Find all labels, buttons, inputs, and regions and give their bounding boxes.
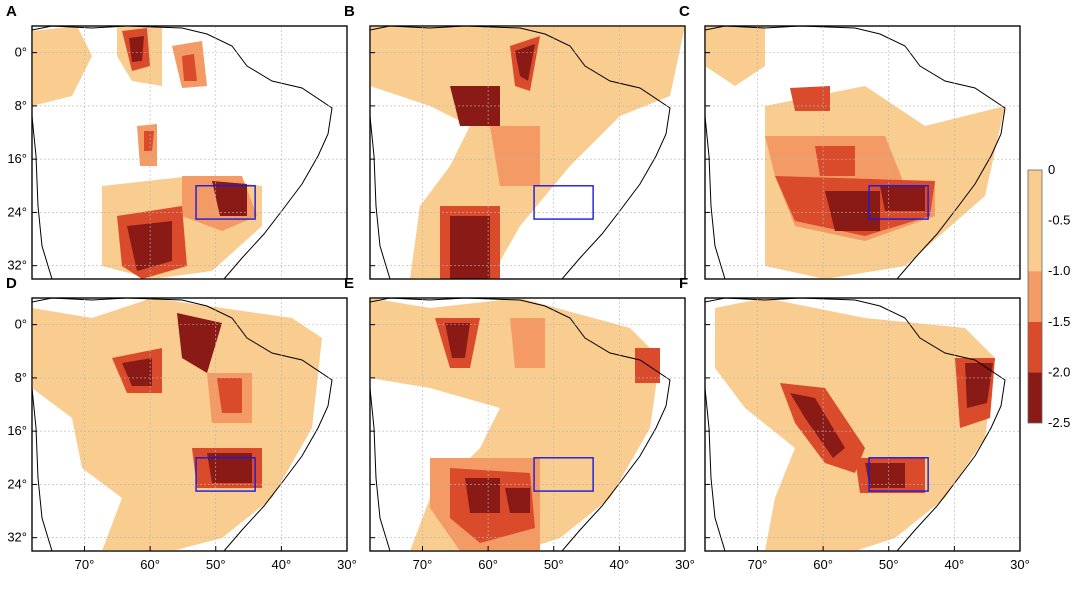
drought-area <box>445 323 470 358</box>
x-tick-label: 50° <box>544 557 564 572</box>
colorbar-label: -2.0 <box>1048 364 1070 379</box>
panel-label: F <box>679 275 688 292</box>
colorbar-bin <box>1028 372 1042 423</box>
colorbar-label: 0 <box>1048 162 1055 177</box>
y-tick-label: 24° <box>7 204 27 219</box>
panel-e <box>369 297 686 552</box>
y-tick-label: 0° <box>15 45 27 60</box>
drought-area <box>490 126 540 186</box>
drought-area <box>825 191 880 231</box>
panel-c <box>704 25 1021 280</box>
panel-label: D <box>6 275 17 292</box>
drought-area <box>965 363 993 408</box>
panel-label: E <box>344 275 354 292</box>
drought-area <box>450 216 490 279</box>
panel-f <box>704 297 1021 552</box>
drought-area <box>122 358 152 386</box>
x-tick-label: 70° <box>748 557 768 572</box>
study-region-box <box>868 457 929 492</box>
drought-area <box>182 54 197 81</box>
drought-area <box>32 26 92 106</box>
drought-area <box>880 186 925 211</box>
colorbar-label: -1.5 <box>1048 314 1070 329</box>
panel-frame <box>369 297 686 552</box>
drought-area <box>815 146 855 176</box>
x-tick-label: 40° <box>610 557 630 572</box>
drought-area <box>510 318 545 368</box>
colorbar-bin <box>1028 170 1042 272</box>
x-tick-label: 70° <box>413 557 433 572</box>
study-region-box <box>533 457 594 492</box>
drought-area <box>177 313 222 373</box>
panel-overlay: F 70° 60° 50° 40° 30° <box>679 275 1030 572</box>
panel-label: C <box>679 3 690 20</box>
x-tick-label: 60° <box>140 557 160 572</box>
study-region-box <box>533 185 594 220</box>
y-tick-label: 8° <box>15 98 27 113</box>
x-tick-label: 30° <box>675 557 695 572</box>
panel-frame <box>31 25 348 280</box>
x-tick-label: 60° <box>813 557 833 572</box>
x-tick-label: 60° <box>478 557 498 572</box>
panel-frame <box>704 25 1021 280</box>
panel-label: B <box>344 3 355 20</box>
y-tick-label: 24° <box>7 476 27 491</box>
colorbar-frame <box>1027 169 1043 424</box>
y-tick-label: 32° <box>7 530 27 545</box>
drought-area <box>790 86 830 111</box>
drought-area <box>207 453 252 483</box>
panel-overlay: A 0° 8° 16° 24° 32° <box>6 3 348 280</box>
drought-area <box>865 463 905 488</box>
drought-area <box>212 181 247 216</box>
panel-overlay: B <box>344 3 686 280</box>
drought-area <box>129 36 144 62</box>
colorbar-label: -2.5 <box>1048 415 1070 430</box>
colorbar-bin <box>1028 321 1042 373</box>
study-region-box <box>868 185 929 220</box>
study-region-box <box>195 457 256 492</box>
y-tick-label: 8° <box>15 370 27 385</box>
panel-overlay: D 0° 8° 16° 24° 32° 70° 60° 50° 40° 30° <box>6 275 357 572</box>
drought-area <box>790 393 845 458</box>
x-tick-label: 30° <box>1010 557 1030 572</box>
drought-area <box>515 44 535 81</box>
drought-area <box>465 478 500 513</box>
x-tick-label: 30° <box>337 557 357 572</box>
colorbar-label: -1.0 <box>1048 263 1070 278</box>
panel-overlay: C <box>679 3 1021 280</box>
drought-area <box>144 131 154 151</box>
y-tick-label: 32° <box>7 258 27 273</box>
y-tick-label: 16° <box>7 423 27 438</box>
y-tick-label: 0° <box>15 317 27 332</box>
colorbar-legend: 0 -0.5 -1.0 -1.5 -2.0 -2.5 <box>1027 162 1070 430</box>
colorbar-label: -0.5 <box>1048 213 1070 228</box>
drought-area <box>705 26 765 86</box>
panel-frame <box>369 25 686 280</box>
panel-b <box>369 25 686 280</box>
y-tick-label: 16° <box>7 151 27 166</box>
x-tick-label: 40° <box>945 557 965 572</box>
drought-area <box>127 221 172 271</box>
drought-area <box>217 378 242 413</box>
panel-frame <box>31 297 348 552</box>
panel-overlay: E 70° 60° 50° 40° 30° <box>344 275 695 572</box>
panel-a <box>31 25 348 280</box>
panel-d <box>31 297 348 552</box>
colorbar-bin <box>1028 271 1042 322</box>
x-tick-label: 70° <box>75 557 95 572</box>
x-tick-label: 50° <box>206 557 226 572</box>
panel-label: A <box>6 3 17 20</box>
x-tick-label: 50° <box>879 557 899 572</box>
x-tick-label: 40° <box>272 557 292 572</box>
drought-area <box>505 488 530 513</box>
panel-frame <box>704 297 1021 552</box>
study-region-box <box>195 185 256 220</box>
